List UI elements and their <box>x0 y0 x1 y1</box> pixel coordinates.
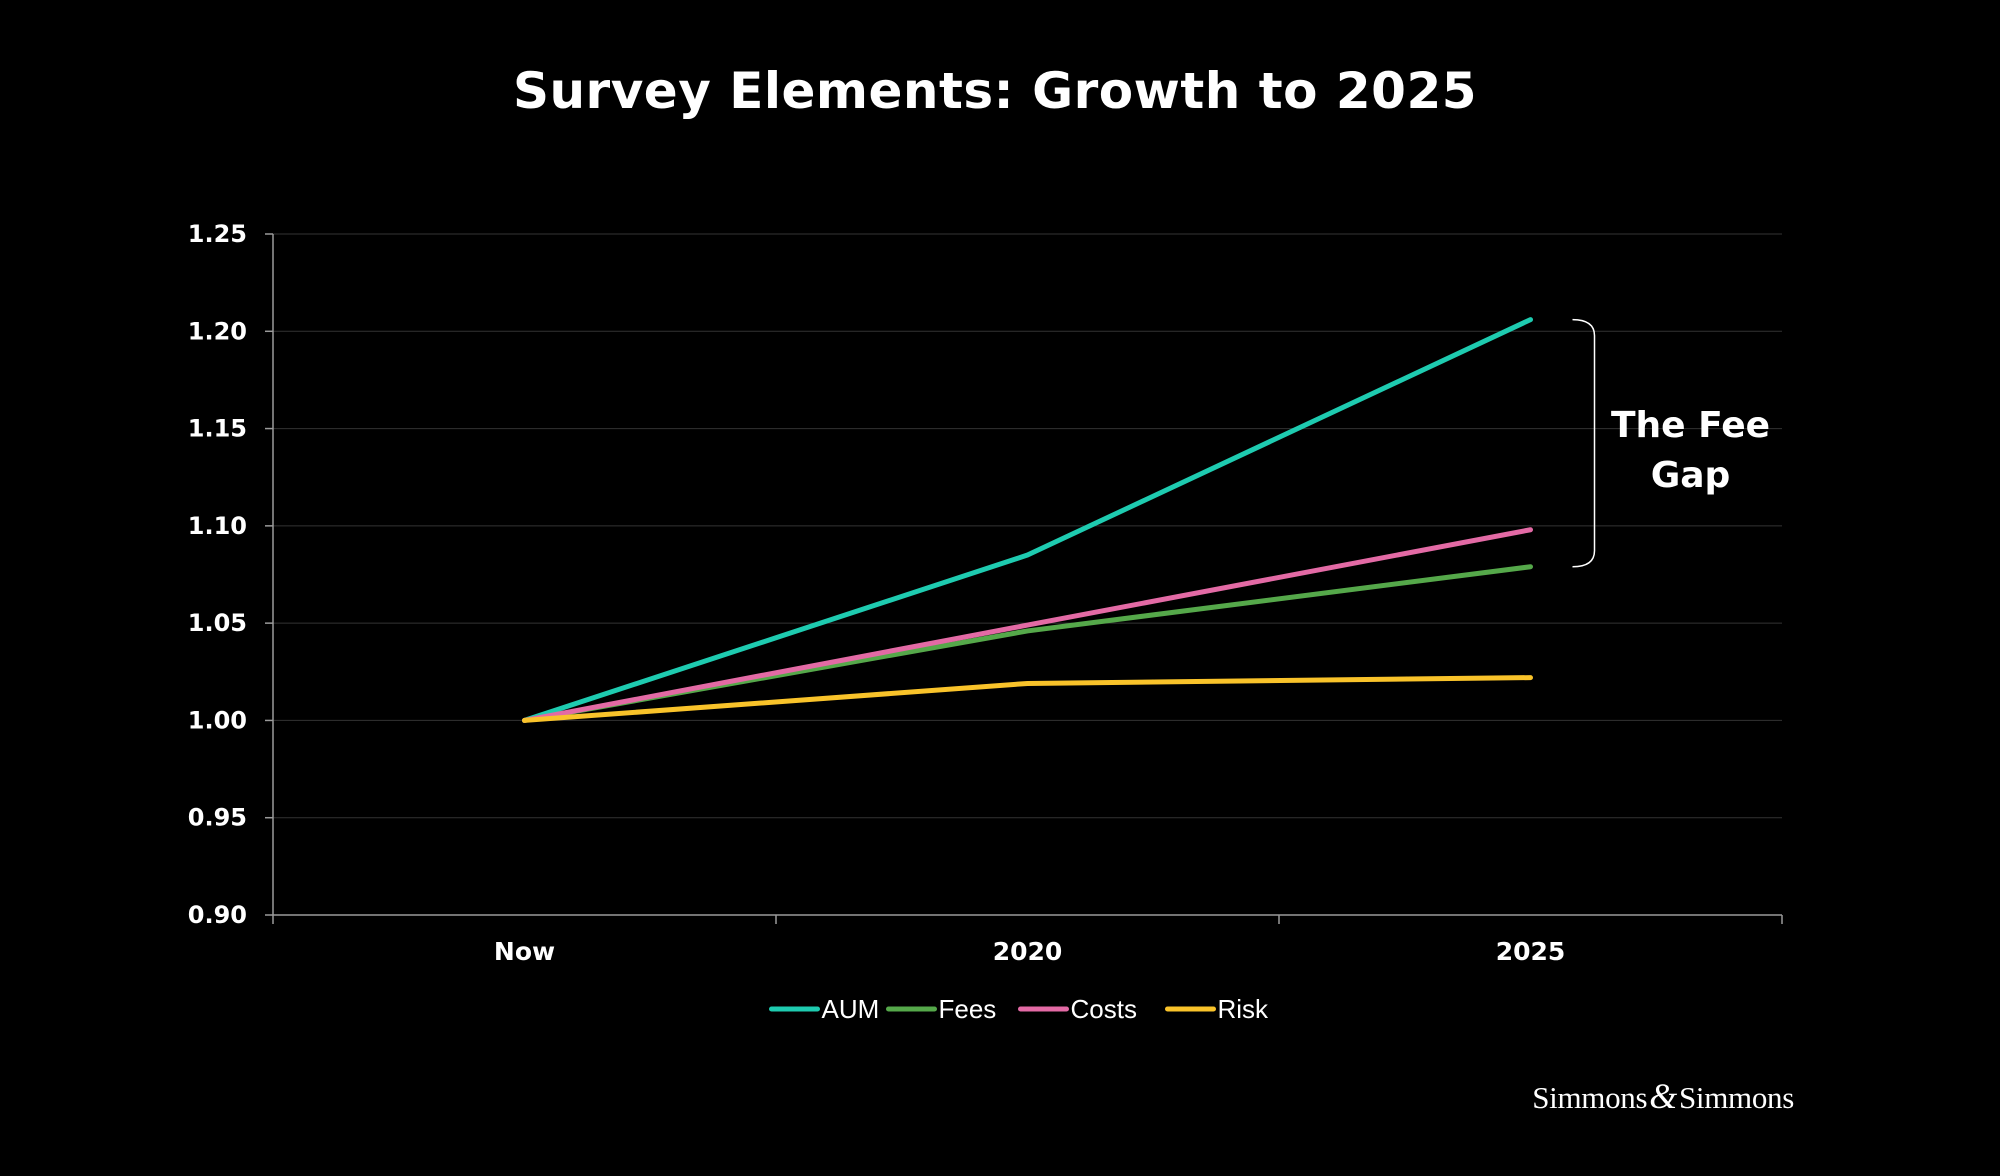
legend-item-fees: Fees <box>886 994 997 1024</box>
series-line-aum <box>522 317 1533 723</box>
fee-gap-annotation: The Fee Gap <box>1572 318 1770 568</box>
logo-part-1: Simmons <box>1532 1080 1648 1115</box>
legend-label: Fees <box>939 994 997 1024</box>
simmons-and-simmons-logo: Simmons&Simmons <box>1532 1075 1794 1117</box>
legend-item-aum: AUM <box>769 994 880 1024</box>
legend: AUM Fees Costs Risk <box>769 994 1270 1024</box>
y-tick-label: 1.10 <box>188 512 247 540</box>
x-tick-label: Now <box>494 937 555 966</box>
series-line-fees <box>522 564 1533 723</box>
x-tick-label: 2025 <box>1496 937 1566 966</box>
series-line-costs <box>522 527 1533 723</box>
y-tick-label: 1.15 <box>188 415 247 443</box>
annotation-label-line-1: The Fee <box>1611 405 1770 446</box>
legend-label: Risk <box>1218 994 1270 1024</box>
x-axis-ticks: Now 2020 2025 <box>494 937 1565 966</box>
annotation-label-line-2: Gap <box>1651 455 1731 496</box>
series-line-risk <box>522 675 1533 723</box>
logo-part-2: Simmons <box>1678 1080 1794 1115</box>
legend-label: AUM <box>822 994 880 1024</box>
grid-lines <box>273 233 1782 819</box>
x-tick-label: 2020 <box>993 937 1063 966</box>
bracket <box>1572 318 1596 568</box>
y-tick-label: 1.05 <box>188 609 247 637</box>
chart-title: Survey Elements: Growth to 2025 <box>512 62 1478 120</box>
axes <box>265 233 1783 924</box>
y-tick-label: 0.95 <box>188 804 247 832</box>
legend-item-risk: Risk <box>1165 994 1270 1024</box>
y-tick-label: 0.90 <box>188 901 247 929</box>
y-tick-label: 1.00 <box>188 706 247 734</box>
legend-item-costs: Costs <box>1018 994 1137 1024</box>
series-lines <box>522 317 1533 723</box>
logo-ampersand: & <box>1649 1076 1677 1116</box>
y-axis-ticks: 0.90 0.95 1.00 1.05 1.10 1.15 1.20 1.25 <box>188 220 247 929</box>
legend-label: Costs <box>1071 994 1137 1024</box>
y-tick-label: 1.20 <box>188 317 247 345</box>
y-tick-label: 1.25 <box>188 220 247 248</box>
